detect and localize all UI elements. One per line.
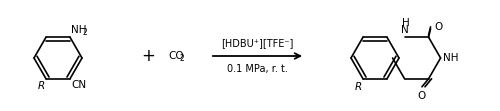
Text: N: N	[400, 25, 408, 35]
Text: 2: 2	[82, 28, 87, 37]
Text: O: O	[418, 91, 426, 101]
Text: R: R	[38, 81, 45, 91]
Text: [HDBU⁺][TFE⁻]: [HDBU⁺][TFE⁻]	[222, 38, 294, 48]
Text: NH: NH	[71, 25, 86, 35]
Text: 2: 2	[180, 54, 185, 63]
Text: +: +	[141, 47, 155, 65]
Text: NH: NH	[442, 53, 458, 63]
Text: R: R	[355, 82, 362, 92]
Text: CO: CO	[168, 51, 184, 61]
Text: CN: CN	[71, 80, 86, 90]
Text: 0.1 MPa, r. t.: 0.1 MPa, r. t.	[227, 64, 288, 74]
Text: O: O	[434, 22, 443, 32]
Text: H: H	[402, 18, 409, 28]
